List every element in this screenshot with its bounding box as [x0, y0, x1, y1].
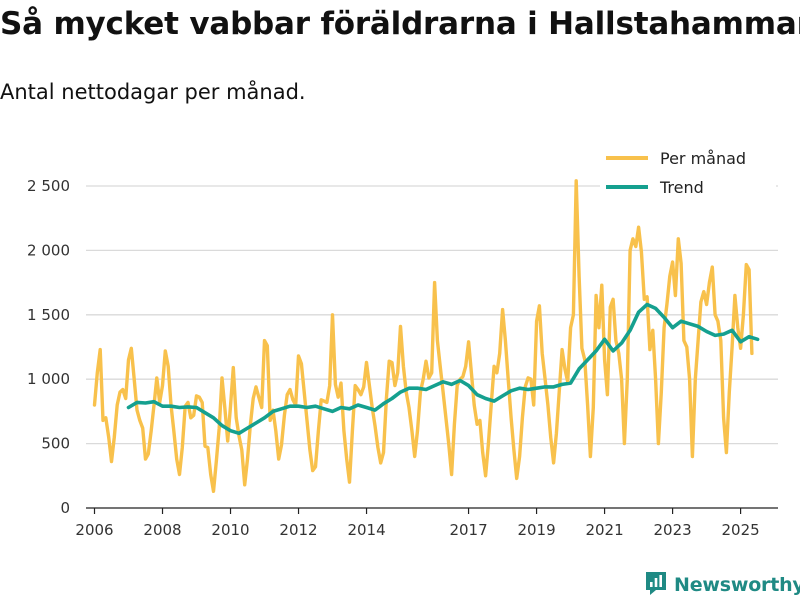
- x-tick-label: 2008: [143, 521, 181, 539]
- y-tick-label: 0: [60, 499, 70, 517]
- chart-title: Så mycket vabbar föräldrarna i Hallstaha…: [0, 6, 800, 42]
- x-tick-label: 2014: [347, 521, 385, 539]
- y-tick-label: 1 500: [27, 306, 70, 324]
- x-tick-label: 2010: [211, 521, 249, 539]
- brand-logo: Newsworthy: [644, 568, 800, 602]
- series-line-per-manad: [92, 179, 754, 493]
- x-tick-label: 2023: [653, 521, 691, 539]
- legend-label-per-manad: Per månad: [660, 149, 746, 168]
- series-line-trend: [126, 302, 760, 436]
- y-tick-label: 1 000: [27, 370, 70, 388]
- x-tick-label: 2006: [75, 521, 113, 539]
- x-tick-label: 2012: [279, 521, 317, 539]
- y-axis-ticks: 0 500 1 000 1 500 2 000 2 500: [27, 177, 70, 517]
- x-tick-label: 2025: [722, 521, 760, 539]
- y-tick-label: 2 000: [27, 241, 70, 259]
- chart-subtitle: Antal nettodagar per månad.: [0, 80, 306, 104]
- y-tick-label: 500: [41, 435, 70, 453]
- y-tick-label: 2 500: [27, 177, 70, 195]
- x-tick-label: 2019: [517, 521, 555, 539]
- legend-label-trend: Trend: [659, 178, 704, 197]
- x-tick-label: 2017: [449, 521, 487, 539]
- newsworthy-logo-icon: [644, 570, 668, 600]
- x-tick-label: 2021: [585, 521, 623, 539]
- series-lines: [92, 179, 760, 493]
- legend-background: [600, 146, 776, 202]
- brand-name: Newsworthy: [674, 574, 800, 596]
- x-axis: 2006 2008 2010 2012 2014 2017 2019 2021 2023 2025: [75, 507, 778, 539]
- legend: Per månad Trend: [600, 146, 776, 202]
